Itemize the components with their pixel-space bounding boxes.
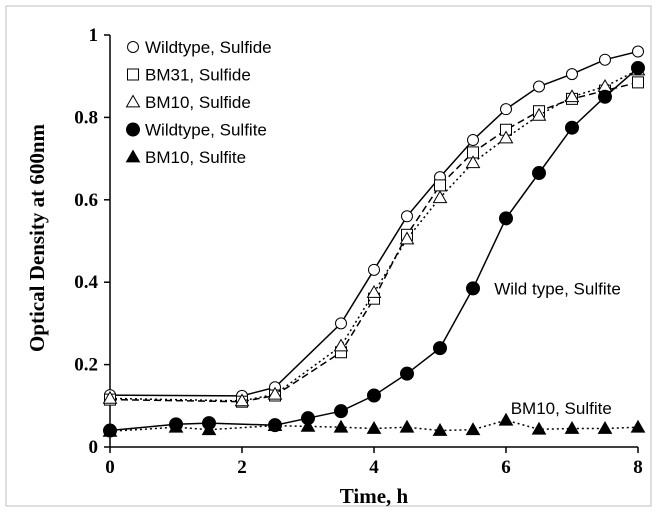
data-point <box>466 281 480 296</box>
data-point <box>333 338 349 352</box>
legend-item: Wildtype, Sulfite <box>126 121 267 140</box>
legend-label: Wildtype, Sulfite <box>145 121 267 140</box>
data-point <box>234 393 250 407</box>
y-axis-title: Optical Density at 600nm <box>25 123 49 352</box>
series-5 <box>102 412 646 437</box>
y-tick-label: 0.6 <box>74 190 98 211</box>
legend-marker <box>127 41 139 53</box>
data-point <box>433 341 447 356</box>
data-point <box>367 388 381 403</box>
x-tick-label: 4 <box>369 457 379 478</box>
data-point <box>102 390 118 404</box>
data-point <box>335 317 347 330</box>
data-point <box>564 89 580 103</box>
data-point <box>399 419 415 433</box>
data-point <box>498 412 514 426</box>
series-line <box>109 419 639 433</box>
data-point <box>565 120 579 135</box>
legend: Wildtype, Sulfide BM31, Sulfide BM10, Sulf… <box>125 38 272 167</box>
y-tick-label: 0.2 <box>74 355 98 376</box>
data-point <box>631 60 645 75</box>
data-point <box>401 210 413 223</box>
legend-marker <box>127 68 139 81</box>
x-tick-label: 8 <box>633 457 643 478</box>
data-point <box>168 419 184 433</box>
data-point <box>201 422 217 436</box>
legend-item: BM10, Sulfite <box>125 148 246 167</box>
data-point <box>531 107 547 121</box>
series-4 <box>103 60 645 438</box>
data-point <box>467 134 479 147</box>
data-point <box>599 53 611 66</box>
legend-item: Wildtype, Sulfide <box>127 38 272 57</box>
annotation-label: Wild type, Sulfite <box>494 279 621 298</box>
data-point <box>400 366 414 381</box>
legend-item: BM10, Sulfide <box>125 93 251 112</box>
data-point <box>465 422 481 436</box>
legend-label: BM10, Sulfite <box>145 148 246 167</box>
data-point <box>368 263 380 276</box>
data-point <box>499 211 513 226</box>
data-point <box>432 190 448 204</box>
data-point <box>102 423 118 437</box>
data-point <box>498 130 514 144</box>
data-point <box>267 386 283 400</box>
data-point <box>632 45 644 58</box>
data-point <box>532 166 546 181</box>
chart-frame <box>5 5 652 507</box>
annotations: Wild type, Sulfite BM10, Sulfite <box>494 279 621 417</box>
data-point <box>564 420 580 434</box>
data-point <box>333 419 349 433</box>
y-tick-label: 0 <box>89 437 99 458</box>
data-point <box>399 231 415 245</box>
data-point <box>432 423 448 436</box>
series-3 <box>102 62 646 407</box>
data-point <box>533 80 545 93</box>
legend-marker <box>126 122 140 137</box>
plot-layer: 0 2 4 6 8 0 0.2 0.4 0.6 0.8 1 <box>74 25 646 478</box>
y-tick-label: 0.8 <box>74 107 98 128</box>
data-point <box>531 421 547 435</box>
x-tick-label: 0 <box>105 457 115 478</box>
data-point <box>632 76 644 89</box>
data-point <box>566 68 578 81</box>
legend-label: BM10, Sulfide <box>145 93 251 112</box>
legend-marker <box>125 94 141 108</box>
data-point <box>465 155 481 169</box>
data-point <box>267 418 283 431</box>
data-point <box>334 404 348 419</box>
x-tick-label: 2 <box>237 457 247 478</box>
legend-item: BM31, Sulfide <box>127 66 251 85</box>
data-point <box>300 418 316 432</box>
data-point <box>597 420 613 434</box>
legend-marker <box>125 149 141 163</box>
data-point <box>630 419 646 433</box>
y-tick-label: 1 <box>89 25 99 46</box>
y-tick-label: 0.4 <box>74 272 98 293</box>
x-axis-title: Time, h <box>340 484 409 508</box>
legend-label: BM31, Sulfide <box>145 66 251 85</box>
legend-label: Wildtype, Sulfide <box>145 38 272 57</box>
data-point <box>366 284 382 298</box>
data-point <box>500 103 512 116</box>
x-tick-label: 6 <box>501 457 511 478</box>
data-point <box>434 179 446 192</box>
data-point <box>366 420 382 434</box>
annotation-label: BM10, Sulfite <box>511 399 612 418</box>
data-point <box>598 89 612 104</box>
